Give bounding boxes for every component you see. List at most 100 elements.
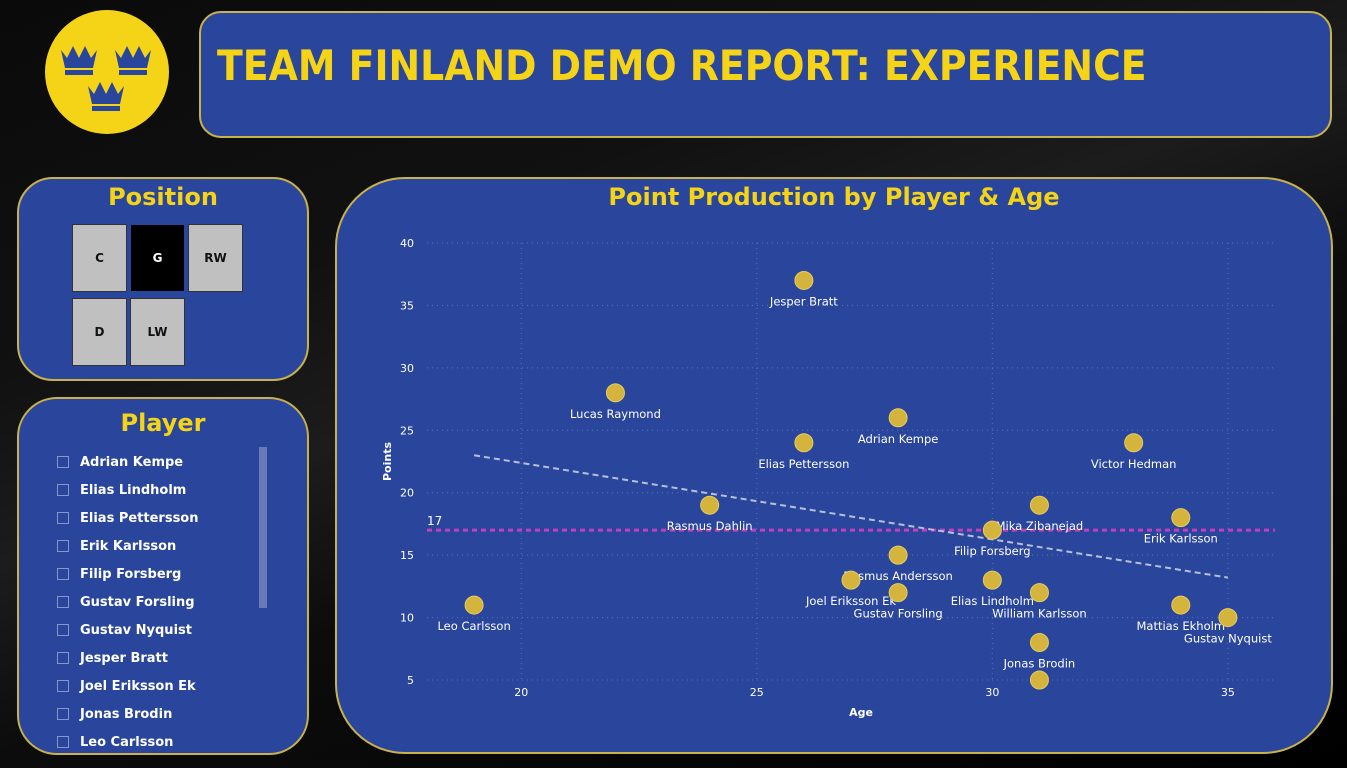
y-tick-label: 35 — [400, 299, 414, 312]
data-point-label: Elias Pettersson — [758, 457, 849, 471]
player-name-label: Jonas Brodin — [80, 706, 173, 722]
data-point-label: Lucas Raymond — [570, 407, 661, 421]
y-tick-label: 25 — [400, 424, 414, 437]
scatter-chart-panel: Point Production by Player & Age 5 10 15 20… — [335, 177, 1333, 754]
data-point — [464, 595, 484, 615]
checkbox-icon[interactable] — [57, 652, 69, 664]
report-title: TEAM FINLAND DEMO REPORT: EXPERIENCE — [217, 41, 1147, 90]
player-name-label: Erik Karlsson — [80, 538, 177, 554]
data-point-label: Adrian Kempe — [858, 432, 939, 446]
x-tick-label: 20 — [514, 686, 528, 699]
data-point — [1029, 495, 1049, 515]
player-name-label: Elias Lindholm — [80, 482, 187, 498]
y-tick-label: 10 — [400, 612, 414, 625]
report-title-banner: TEAM FINLAND DEMO REPORT: EXPERIENCE — [199, 11, 1332, 138]
player-list-item[interactable]: Elias Lindholm — [57, 480, 186, 500]
checkbox-icon[interactable] — [57, 540, 69, 552]
data-point — [1171, 595, 1191, 615]
data-point — [1029, 583, 1049, 603]
data-point-label: William Karlsson — [992, 607, 1086, 621]
player-list-item[interactable]: Filip Forsberg — [57, 564, 181, 584]
checkbox-icon[interactable] — [57, 512, 69, 524]
position-slicer-title: Position — [108, 183, 218, 211]
data-point-label: Erik Karlsson — [1144, 532, 1218, 546]
x-tick-label: 30 — [985, 686, 999, 699]
y-tick-label: 5 — [407, 674, 414, 687]
player-list-item[interactable]: Elias Pettersson — [57, 508, 199, 528]
x-tick-label: 25 — [750, 686, 764, 699]
position-tile-rw[interactable]: RW — [188, 224, 243, 292]
player-list-item[interactable]: Erik Karlsson — [57, 536, 176, 556]
position-slicer: Position C G RW D LW — [17, 177, 309, 381]
y-tick-label: 15 — [400, 549, 414, 562]
player-list-item[interactable]: Jesper Bratt — [57, 648, 168, 668]
data-point-label: Gustav Nyquist — [1184, 632, 1272, 646]
position-tile-d[interactable]: D — [72, 298, 127, 366]
player-list-scrollbar[interactable] — [259, 447, 267, 608]
player-name-label: Elias Pettersson — [80, 510, 199, 526]
checkbox-icon[interactable] — [57, 708, 69, 720]
checkbox-icon[interactable] — [57, 680, 69, 692]
data-point — [1218, 608, 1238, 628]
position-tile-lw[interactable]: LW — [130, 298, 185, 366]
data-point — [841, 570, 861, 590]
data-point-label: Mattias Ekholm — [1137, 619, 1226, 633]
player-list-item[interactable]: Adrian Kempe — [57, 452, 183, 472]
checkbox-icon[interactable] — [57, 484, 69, 496]
player-list-item[interactable]: Gustav Nyquist — [57, 620, 192, 640]
player-list-item[interactable]: Gustav Forsling — [57, 592, 195, 612]
data-point-label: Mika Zibanejad — [996, 519, 1084, 533]
data-point — [700, 495, 720, 515]
player-name-label: Filip Forsberg — [80, 566, 182, 582]
player-name-label: Gustav Nyquist — [80, 622, 192, 638]
checkbox-icon[interactable] — [57, 596, 69, 608]
player-list-item[interactable]: Jonas Brodin — [57, 704, 172, 724]
data-point — [982, 520, 1002, 540]
x-axis-label: Age — [849, 706, 873, 719]
trend-line — [473, 454, 1229, 579]
player-slicer-title: Player — [120, 409, 206, 437]
data-point-label: Elias Lindholm — [951, 594, 1034, 608]
player-name-label: Leo Carlsson — [80, 734, 174, 750]
data-point-label: Rasmus Andersson — [843, 569, 952, 583]
y-tick-label: 40 — [400, 237, 414, 250]
data-point-label: Rasmus Dahlin — [667, 519, 753, 533]
checkbox-icon[interactable] — [57, 456, 69, 468]
data-point-label: Jonas Brodin — [1003, 657, 1076, 671]
average-line-label: 17 — [427, 514, 442, 528]
data-point — [1029, 670, 1049, 690]
data-point — [794, 270, 814, 290]
data-point-label: Filip Forsberg — [954, 544, 1030, 558]
data-point-label: Jesper Bratt — [769, 294, 838, 308]
player-name-label: Joel Eriksson Ek — [80, 678, 196, 694]
data-point — [888, 583, 908, 603]
data-point — [1124, 433, 1144, 453]
checkbox-icon[interactable] — [57, 568, 69, 580]
data-point — [1029, 633, 1049, 653]
player-list-item[interactable]: Joel Eriksson Ek — [57, 676, 196, 696]
checkbox-icon[interactable] — [57, 624, 69, 636]
data-point — [888, 545, 908, 565]
x-tick-label: 35 — [1221, 686, 1235, 699]
scatter-chart: 5 10 15 20 25 30 35 40 20 25 30 35 Age Points 17 Jesper… — [381, 237, 1275, 719]
data-point-label: Leo Carlsson — [437, 619, 510, 633]
data-point — [794, 433, 814, 453]
position-tile-c[interactable]: C — [72, 224, 127, 292]
player-slicer: Player Adrian Kempe Elias Lindholm Elias P… — [17, 397, 309, 755]
player-list-item[interactable]: Leo Carlsson — [57, 732, 173, 752]
three-crowns-logo — [45, 10, 169, 134]
data-point-label: Gustav Forsling — [854, 607, 943, 621]
data-point — [605, 383, 625, 403]
position-tile-g[interactable]: G — [130, 224, 185, 292]
data-point — [982, 570, 1002, 590]
player-name-label: Gustav Forsling — [80, 594, 195, 610]
player-name-label: Adrian Kempe — [80, 454, 184, 470]
player-name-label: Jesper Bratt — [80, 650, 168, 666]
data-point — [1171, 508, 1191, 528]
data-point — [888, 408, 908, 428]
checkbox-icon[interactable] — [57, 736, 69, 748]
y-axis-label: Points — [381, 442, 394, 481]
data-point-label: Victor Hedman — [1091, 457, 1177, 471]
data-point-label: Joel Eriksson Ek — [805, 594, 896, 608]
y-tick-label: 30 — [400, 362, 414, 375]
